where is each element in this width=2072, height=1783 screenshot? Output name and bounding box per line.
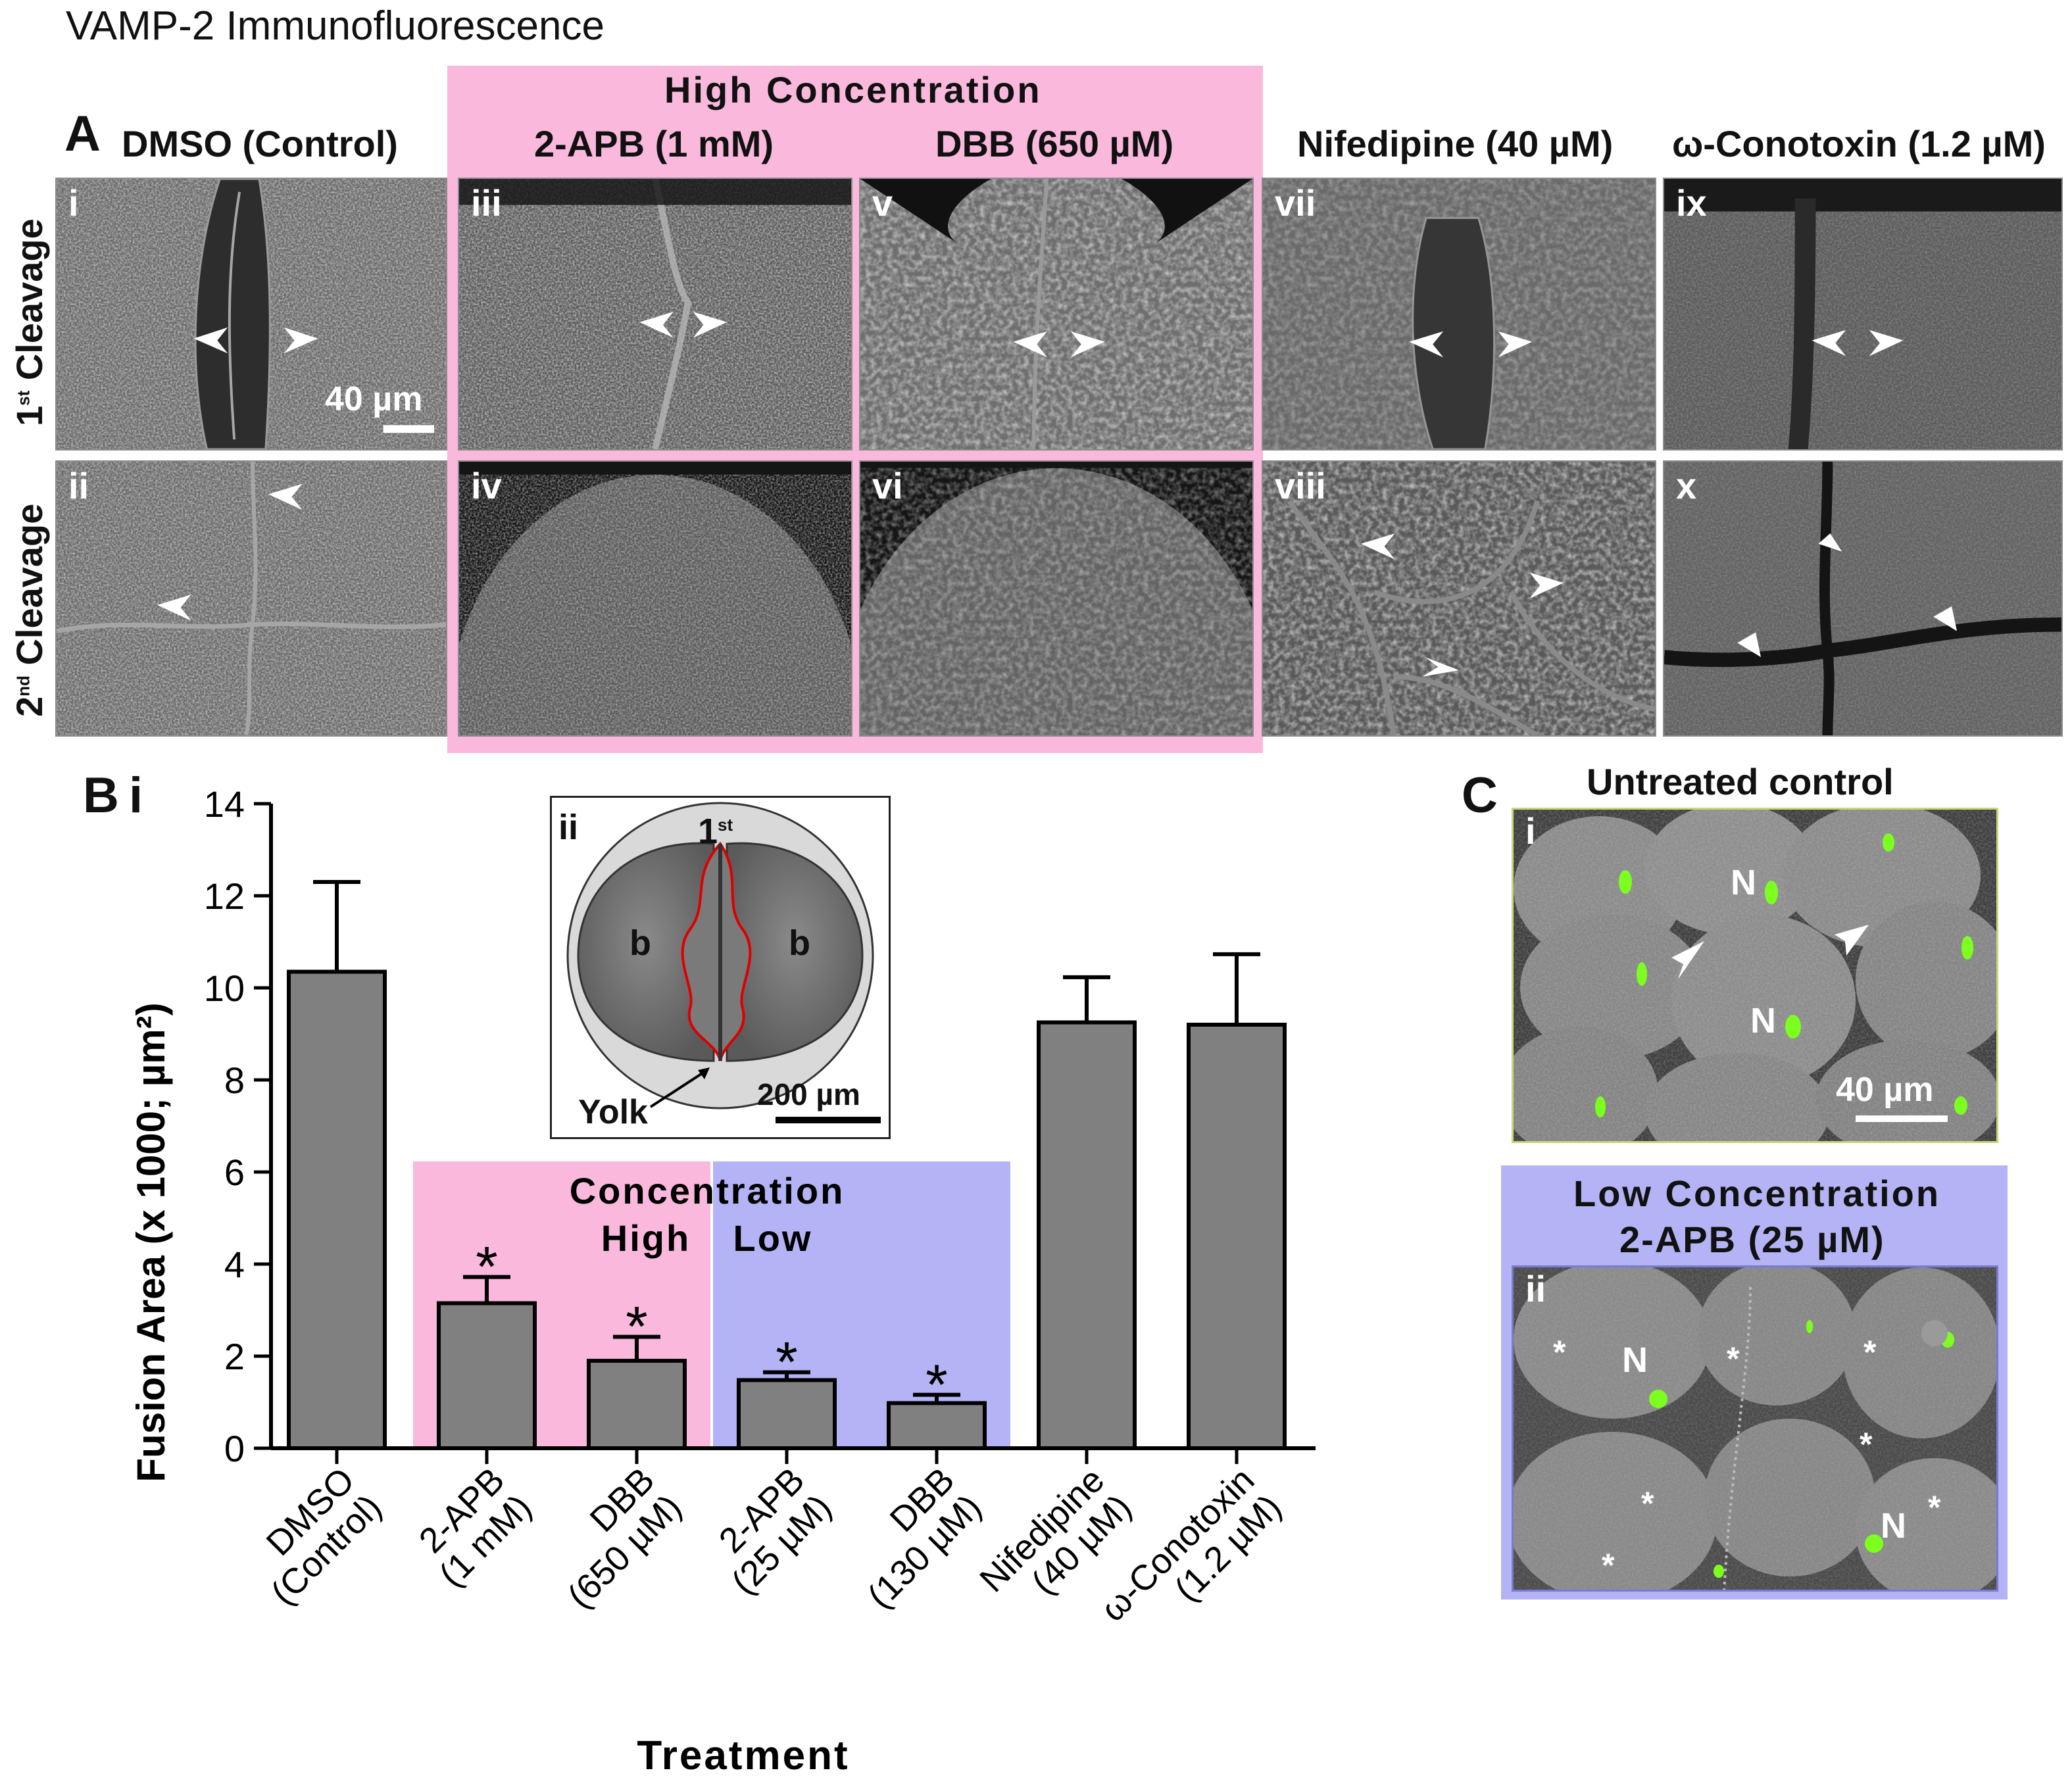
inset-cleavage-label: 1st — [698, 811, 733, 852]
x-tick-label-2: DBB(650 µM) — [560, 1460, 689, 1616]
bar-0 — [287, 969, 387, 1450]
shading-label-concentration: Concentration — [570, 1170, 845, 1211]
micrograph-viii: viii — [1262, 460, 1656, 737]
micrograph-label-x: x — [1676, 465, 1697, 506]
inset-scale-bar-label: 200 µm — [757, 1077, 860, 1111]
panel-c-scale-bar-label: 40 µm — [1836, 1071, 1934, 1109]
panel-a-letter: A — [64, 106, 101, 162]
asterisk-7: * — [1602, 1547, 1615, 1584]
micrograph-iii: iii — [458, 178, 852, 451]
micrograph-iv: iv — [458, 460, 852, 737]
y-tick-label-2: 2 — [224, 1336, 245, 1377]
asterisk-6: * — [1928, 1489, 1941, 1526]
asterisk-2: * — [1727, 1340, 1740, 1377]
inset-sub-label: ii — [558, 808, 579, 847]
y-tick-label-14: 14 — [204, 783, 245, 825]
micrograph-label-ii: ii — [68, 465, 89, 506]
micrograph-label-iv: iv — [471, 465, 502, 506]
shading-label-low: Low — [733, 1217, 813, 1259]
nucleus-label-4: N — [1881, 1506, 1906, 1546]
bar-1 — [437, 1301, 537, 1450]
scale-bar-label-a: 40 µm — [325, 380, 423, 418]
micrograph-i: i 40 µm — [55, 178, 447, 451]
nucleus-label-3: N — [1622, 1340, 1648, 1380]
inset-yolk-label: Yolk — [578, 1093, 648, 1131]
inset-cleavage-sup: st — [718, 815, 733, 835]
micrograph-ii: ii — [55, 460, 447, 737]
inset-blastomere-right: b — [789, 923, 810, 963]
asterisk-4: * — [1860, 1426, 1873, 1463]
chart-x-axis-label: Treatment — [637, 1733, 849, 1778]
micrograph-label-v: v — [872, 182, 893, 224]
column-label-dmso: DMSO (Control) — [122, 123, 398, 164]
y-tick-label-10: 10 — [204, 967, 245, 1009]
row-label-first-cleavage: 1st Cleavage — [9, 218, 50, 426]
inset-cleavage-ordinal: 1 — [698, 812, 718, 851]
y-tick-label-12: 12 — [204, 875, 245, 917]
bar-3 — [737, 1378, 837, 1451]
significance-marker-3: * — [776, 1331, 797, 1394]
x-tick-label-6: ω-Conotoxin(1.2 µM) — [1093, 1460, 1289, 1629]
panel-b-letter: B — [83, 768, 119, 823]
figure-title: VAMP-2 Immunofluorescence — [66, 3, 604, 49]
shading-label-high: High — [601, 1217, 691, 1259]
nucleus-label-2: N — [1750, 1001, 1776, 1040]
y-tick-label-6: 6 — [224, 1152, 245, 1193]
micrograph-v: v — [859, 178, 1254, 451]
y-tick-label-4: 4 — [224, 1244, 245, 1285]
micrograph-x: x — [1663, 460, 2063, 737]
panel-c-sub-ii: ii — [1525, 1268, 1546, 1309]
panel-c-image-untreated: i N N 40 µm — [1512, 808, 1998, 1143]
panel-c-letter: C — [1462, 768, 1498, 823]
micrograph-label-vii: vii — [1275, 182, 1316, 224]
column-label-dbb-high: DBB (650 µM) — [935, 123, 1174, 164]
asterisk-1: * — [1553, 1334, 1566, 1371]
y-tick-label-0: 0 — [224, 1428, 245, 1469]
significance-marker-4: * — [925, 1354, 947, 1417]
bar-2 — [587, 1359, 687, 1450]
micrograph-label-i: i — [68, 182, 79, 224]
panel-c-image-low-2apb: ii N N * * * * * * * — [1512, 1265, 1998, 1592]
micrograph-vi: vi — [859, 460, 1254, 737]
x-tick-label-3: 2-APB(25 µM) — [712, 1460, 839, 1602]
bar-6 — [1187, 1023, 1287, 1450]
x-tick-label-0: DMSO(Control) — [259, 1460, 389, 1613]
micrograph-vii: vii — [1262, 178, 1656, 451]
asterisk-3: * — [1863, 1334, 1877, 1371]
x-tick-label-1: 2-APB(1 mM) — [412, 1460, 539, 1594]
bar-5 — [1037, 1020, 1137, 1450]
panel-c-upper-title: Untreated control — [1587, 761, 1894, 802]
column-label-conotoxin: ω-Conotoxin (1.2 µM) — [1672, 123, 2046, 164]
micrograph-label-vi: vi — [872, 465, 903, 506]
column-label-nifedipine: Nifedipine (40 µM) — [1297, 123, 1614, 164]
panel-c-sub-i: i — [1525, 810, 1536, 852]
row-label-second-cleavage: 2nd Cleavage — [9, 503, 50, 717]
nucleus-label-1: N — [1731, 863, 1756, 902]
panel-c-lower-title-1: Low Concentration — [1573, 1173, 1941, 1214]
panel-c-lower-title-2: 2-APB (25 µM) — [1619, 1219, 1885, 1260]
column-label-2apb-high: 2-APB (1 mM) — [534, 123, 774, 164]
micrograph-ix: ix — [1663, 178, 2063, 451]
inset-embryo-diagram: ii 1st b b Yolk 200 µm — [550, 796, 891, 1139]
micrograph-label-viii: viii — [1275, 465, 1326, 506]
significance-marker-2: * — [626, 1296, 647, 1359]
inset-blastomere-left: b — [629, 923, 651, 963]
panel-b-sub-i: i — [129, 768, 143, 823]
chart-y-axis-label: Fusion Area (x 1000; µm²) — [129, 1002, 173, 1482]
high-concentration-label: High Concentration — [664, 69, 1042, 110]
micrograph-label-iii: iii — [471, 182, 502, 224]
y-tick-label-8: 8 — [224, 1060, 245, 1101]
significance-marker-1: * — [476, 1236, 497, 1299]
x-tick-label-4: DBB(130 µM) — [860, 1460, 989, 1616]
micrograph-label-ix: ix — [1676, 182, 1707, 224]
asterisk-5: * — [1641, 1485, 1654, 1522]
fusion-area-bar-chart: 0 2 4 6 8 10 12 14 DMSO(Control) 2-APB(1 mM) DBB(6… — [129, 783, 1316, 1778]
